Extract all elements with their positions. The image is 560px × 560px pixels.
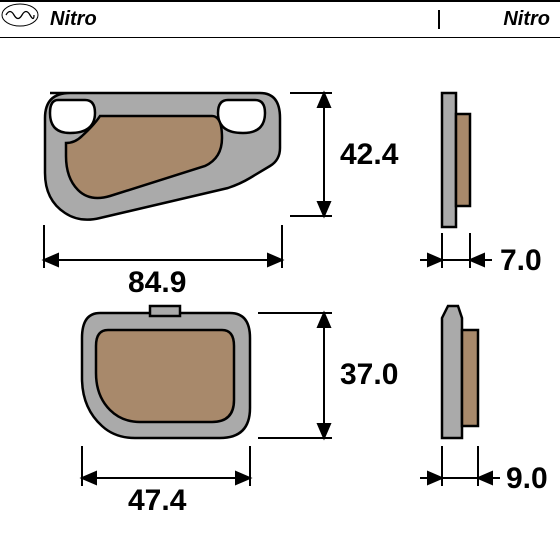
diagram-canvas: 42.4 84.9 7.0 37.0 47.4 9.0 [0,38,560,560]
brand-text-left: Nitro [50,8,97,31]
label-bottom-thick: 9.0 [506,462,548,496]
header-divider [438,10,440,29]
header-bar: Nitro Nitro [0,0,560,38]
dim-top-width [44,225,282,268]
dim-bottom-thick [420,446,500,486]
label-top-height: 42.4 [340,138,398,172]
diagram-svg [0,38,560,560]
label-top-thick: 7.0 [500,244,542,278]
label-bottom-width: 47.4 [128,484,186,518]
top-pad-front [45,93,280,220]
bottom-pad-side [442,306,478,438]
dim-top-height [290,93,332,216]
label-top-width: 84.9 [128,266,186,300]
brand-logo [4,7,44,33]
top-pad-side [442,93,470,227]
label-bottom-height: 37.0 [340,358,398,392]
brand-text-right: Nitro [503,8,550,31]
bottom-pad-front [82,306,250,438]
dim-top-thick [420,233,492,268]
dim-bottom-width [82,446,250,486]
dim-bottom-height [258,313,332,438]
